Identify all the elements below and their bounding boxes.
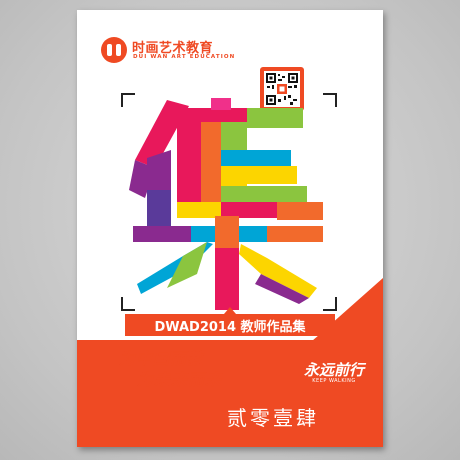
title-bar: DWAD2014 教师作品集 [125,314,335,336]
keep-walking-en: KEEP WALKING [299,378,369,385]
slogan-line-2: 为未来而来 [137,366,222,390]
keep-walking-logo: 永远前行 KEEP WALKING [299,362,369,388]
brand-mark-icon [100,36,128,64]
title-bar-notch [224,307,236,314]
year-text: 贰零壹肆 [227,402,319,431]
brand-name-en: DUI WAN ART EDUCATION [133,54,235,60]
headline-character-ji: 集 [127,98,327,313]
keep-walking-cn: 永远前行 [299,362,369,378]
poster: 时画艺术教育 DUI WAN ART EDUCATION [77,10,383,447]
brand-logo: 时画艺术教育 DUI WAN ART EDUCATION [100,36,240,66]
